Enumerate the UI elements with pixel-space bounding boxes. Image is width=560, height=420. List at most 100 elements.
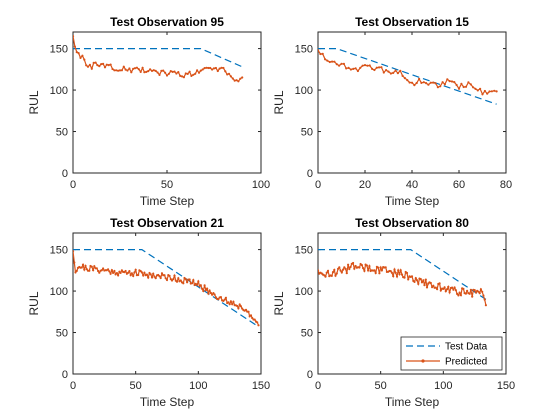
predicted-point — [105, 63, 108, 66]
predicted-point — [420, 81, 423, 84]
predicted-point — [377, 266, 380, 269]
predicted-point — [229, 75, 232, 78]
predicted-point — [318, 269, 320, 272]
predicted-point — [141, 66, 144, 69]
predicted-point — [232, 300, 235, 303]
predicted-point — [102, 267, 105, 270]
predicted-point — [115, 272, 118, 275]
predicted-point — [191, 282, 194, 285]
predicted-point — [219, 296, 222, 299]
predicted-point — [209, 291, 212, 295]
predicted-point — [172, 278, 175, 281]
predicted-point — [159, 276, 162, 280]
predicted-point — [179, 279, 182, 282]
predicted-point — [324, 58, 327, 61]
predicted-point — [342, 268, 345, 271]
predicted-point — [434, 286, 437, 289]
predicted-point — [190, 74, 193, 77]
predicted-point — [481, 93, 484, 96]
predicted-point — [231, 303, 234, 306]
y-tick-label: 50 — [56, 127, 68, 139]
predicted-point — [396, 72, 399, 75]
predicted-point — [438, 282, 441, 285]
predicted-point — [96, 64, 99, 67]
predicted-point — [184, 278, 187, 281]
predicted-point — [390, 271, 393, 274]
panel-title: Test Observation 95 — [110, 15, 224, 29]
predicted-point — [74, 271, 77, 274]
predicted-point — [483, 298, 486, 301]
predicted-point — [439, 85, 442, 88]
predicted-point — [137, 68, 140, 71]
predicted-point — [227, 301, 230, 304]
predicted-point — [132, 67, 135, 70]
predicted-point — [365, 264, 368, 267]
predicted-point — [233, 79, 236, 82]
predicted-point — [196, 69, 199, 72]
predicted-point — [484, 304, 487, 307]
x-tick-label: 60 — [453, 179, 465, 191]
x-tick-label: 0 — [70, 380, 76, 392]
predicted-point — [464, 292, 467, 295]
predicted-point — [209, 66, 212, 70]
predicted-point — [399, 69, 402, 72]
predicted-point — [216, 69, 219, 73]
x-axis-label: Time Step — [140, 395, 195, 409]
y-tick-label: 100 — [295, 286, 313, 298]
predicted-point — [152, 272, 155, 275]
x-tick-label: 100 — [434, 380, 452, 392]
predicted-point — [192, 279, 195, 282]
predicted-point — [406, 79, 409, 82]
test-data-line — [318, 249, 487, 300]
predicted-point — [238, 303, 241, 306]
predicted-point — [84, 264, 87, 267]
predicted-point — [422, 81, 425, 84]
predicted-point — [152, 69, 155, 72]
predicted-point — [212, 67, 216, 70]
predicted-point — [143, 71, 146, 74]
predicted-point — [414, 277, 417, 280]
predicted-point — [160, 69, 163, 72]
predicted-point — [387, 70, 390, 73]
predicted-point — [223, 298, 226, 301]
predicted-point — [128, 67, 131, 70]
predicted-point — [154, 69, 157, 72]
predicted-point — [145, 70, 148, 73]
predicted-point — [363, 269, 366, 272]
predicted-point — [213, 293, 216, 296]
x-tick-label: 50 — [161, 179, 173, 191]
predicted-point — [394, 69, 397, 72]
predicted-point — [237, 307, 240, 310]
predicted-point — [356, 69, 359, 73]
predicted-point — [464, 85, 468, 88]
predicted-point — [394, 271, 397, 274]
predicted-point — [389, 270, 392, 273]
predicted-point — [385, 69, 388, 72]
predicted-point — [373, 68, 376, 72]
predicted-point — [366, 64, 369, 67]
legend-test-data-label: Test Data — [445, 342, 488, 353]
predicted-point — [127, 271, 130, 274]
predicted-point — [81, 263, 85, 266]
predicted-point — [202, 289, 205, 293]
predicted-point — [244, 308, 248, 311]
predicted-point — [349, 68, 352, 71]
predicted-point — [448, 291, 451, 294]
predicted-point — [110, 269, 113, 272]
predicted-point — [354, 264, 357, 268]
predicted-point — [407, 278, 410, 281]
predicted-point — [207, 292, 210, 295]
predicted-point — [75, 51, 78, 54]
predicted-point — [335, 272, 338, 275]
predicted-point — [117, 274, 120, 277]
predicted-point — [85, 64, 88, 67]
predicted-point — [107, 64, 110, 67]
y-tick-label: 100 — [50, 85, 68, 97]
predicted-point — [228, 303, 231, 306]
x-tick-label: 50 — [130, 380, 142, 392]
predicted-point — [392, 275, 395, 278]
predicted-point — [413, 84, 416, 87]
predicted-point — [360, 264, 363, 267]
predicted-point — [395, 275, 399, 278]
predicted-point — [186, 281, 189, 284]
